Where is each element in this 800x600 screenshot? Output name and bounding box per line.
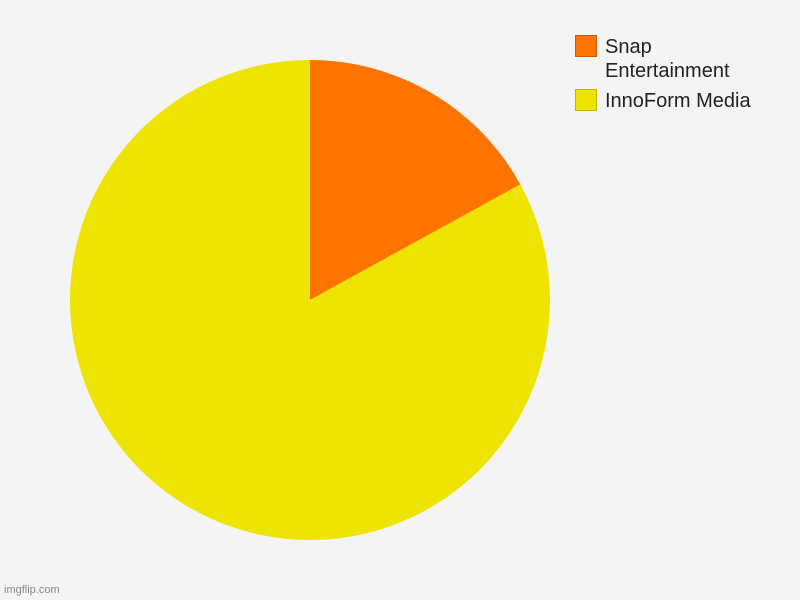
- legend-swatch: [575, 35, 597, 57]
- legend: Snap Entertainment InnoForm Media: [575, 35, 770, 119]
- pie-chart: [60, 50, 560, 555]
- legend-item: Snap Entertainment: [575, 35, 770, 83]
- watermark: imgflip.com: [4, 584, 60, 596]
- legend-label: Snap Entertainment: [605, 35, 770, 83]
- legend-label: InnoForm Media: [605, 89, 751, 113]
- legend-item: InnoForm Media: [575, 89, 770, 113]
- legend-swatch: [575, 89, 597, 111]
